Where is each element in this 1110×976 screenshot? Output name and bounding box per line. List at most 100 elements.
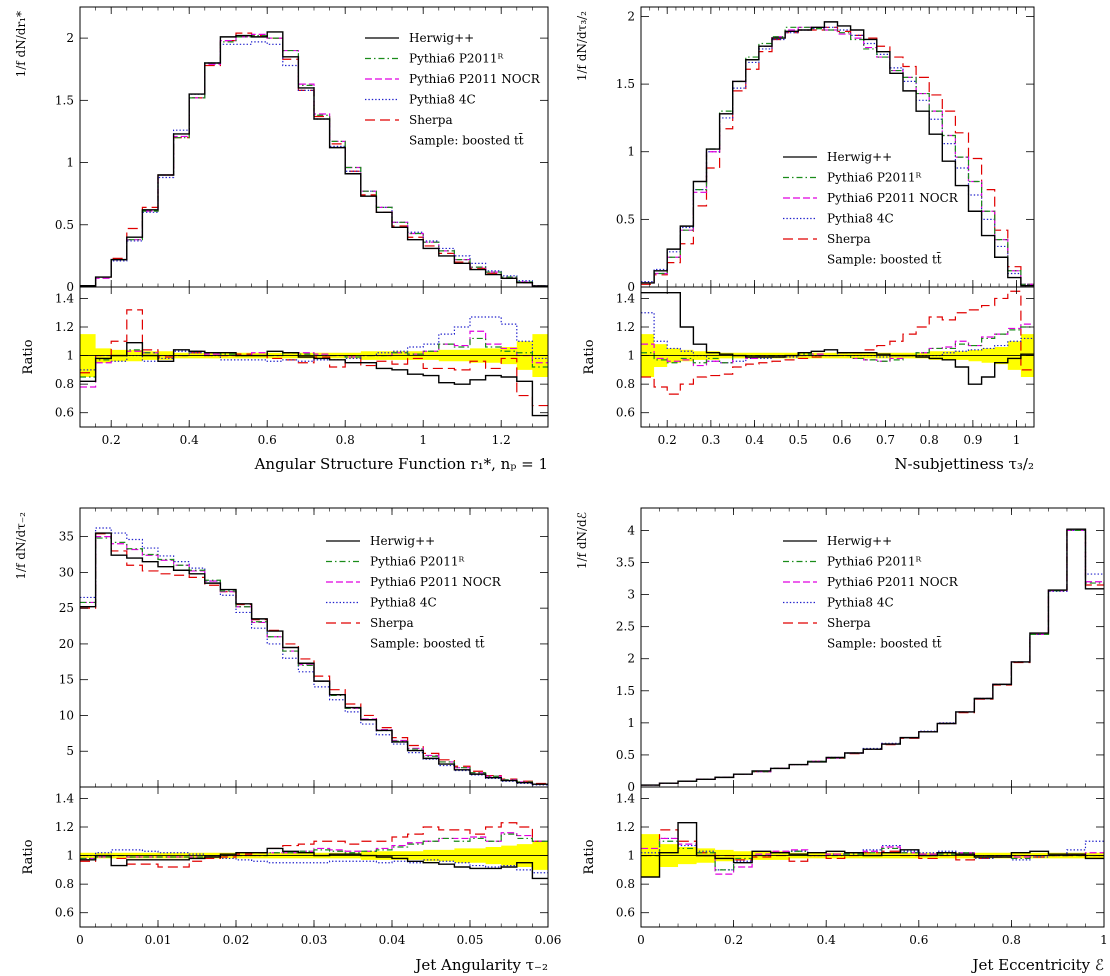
ratio-y-tick-label: 0.8: [616, 377, 635, 391]
ratio-frame: [640, 286, 1035, 428]
y-tick-label: 25: [59, 601, 74, 615]
y-tick-label: 2: [627, 652, 635, 666]
ratio-herwig-: [80, 342, 548, 417]
x-tick-label: 0: [637, 933, 645, 947]
y-axis-label: 1/f dN/dτ₋₂: [14, 512, 28, 580]
ratio-y-tick-label: 0.6: [616, 906, 635, 920]
y-tick-label: 20: [59, 637, 74, 651]
x-tick-label: 0.2: [724, 933, 743, 947]
series-pythia6-p2011-: [641, 529, 1104, 786]
legend: Herwig++ Pythia6 P2011ᴿ Pythia6 P2011 NOCR…: [326, 534, 502, 651]
ratio-herwig-: [641, 292, 1034, 385]
x-axis-label: Jet Angularity τ₋₂: [413, 956, 548, 974]
legend-label: Herwig++: [370, 534, 435, 548]
y-tick-label: 0: [627, 780, 635, 794]
y-tick-label: 15: [59, 673, 74, 687]
ratio-y-tick-label: 1.4: [616, 291, 635, 305]
y-tick-label: 0.5: [616, 748, 635, 762]
panel-3: 0 0.01 0.02 0.03 0.04 0.05 0.06 5 10 15 20 25 30 35 0.…: [14, 507, 562, 974]
x-tick-label: 0.6: [258, 433, 277, 447]
y-tick-label: 1: [627, 716, 635, 730]
x-tick-label: 0.01: [145, 933, 172, 947]
y-tick-label: 1.5: [616, 77, 635, 91]
x-tick-label: 0.8: [1002, 933, 1021, 947]
ratio-y-tick-label: 0.6: [55, 406, 74, 420]
ratio-y-tick-label: 1: [66, 849, 74, 863]
series-sherpa: [80, 533, 548, 785]
x-tick-label: 0.4: [817, 933, 836, 947]
y-tick-label: 1: [627, 145, 635, 159]
ratio-y-tick-label: 1.2: [55, 820, 74, 834]
ratio-axis-label: Ratio: [21, 839, 36, 874]
legend: Herwig++ Pythia6 P2011ᴿ Pythia6 P2011 NOCR…: [783, 534, 959, 651]
series-pythia8-4c: [641, 529, 1104, 786]
legend-label: Sherpa: [409, 113, 453, 127]
y-tick-label: 4: [627, 523, 635, 537]
y-tick-label: 10: [59, 708, 74, 722]
x-tick-label: 0.9: [963, 433, 982, 447]
x-tick-label: 0.06: [535, 933, 562, 947]
x-tick-label: 0.03: [301, 933, 328, 947]
y-tick-label: 30: [59, 565, 74, 579]
legend-label: Sherpa: [827, 232, 871, 246]
x-axis-label: Angular Structure Function r₁*, nₚ = 1: [254, 455, 548, 473]
ratio-y-tick-label: 1: [66, 349, 74, 363]
ratio-y-tick-label: 0.6: [616, 406, 635, 420]
x-axis-label: Jet Eccentricity ℰ: [970, 956, 1104, 974]
series-pythia8-4c: [80, 527, 548, 786]
x-tick-label: 0.4: [180, 433, 199, 447]
y-tick-label: 2: [66, 31, 74, 45]
series-herwig-: [80, 31, 548, 287]
legend-label: Herwig++: [409, 31, 474, 45]
series-herwig-: [641, 21, 1034, 287]
x-tick-label: 0: [76, 933, 84, 947]
x-tick-label: 0.7: [876, 433, 895, 447]
ratio-pythia6-p2011-: [80, 833, 548, 860]
x-tick-label: 0.2: [102, 433, 121, 447]
y-tick-label: 1: [66, 156, 74, 170]
ratio-axis-label: Ratio: [21, 339, 36, 374]
y-axis-label: 1/f dN/dr₁*: [14, 11, 28, 77]
ratio-pythia8-4c: [641, 837, 1104, 871]
x-axis-label: N-subjettiness τ₃/₂: [894, 455, 1034, 473]
ratio-herwig-: [641, 822, 1104, 878]
legend-label: Pythia8 4C: [409, 93, 476, 107]
sample-label: Sample: boosted tt̄: [827, 635, 942, 651]
x-tick-label: 0.3: [701, 433, 720, 447]
legend: Herwig++ Pythia6 P2011ᴿ Pythia6 P2011 NOCR…: [365, 31, 541, 148]
x-tick-label: 0.4: [745, 433, 764, 447]
ratio-pythia8-4c: [80, 849, 548, 874]
ratio-y-tick-label: 1: [627, 849, 635, 863]
x-tick-label: 0.6: [909, 933, 928, 947]
series-pythia6-p2011-: [80, 35, 548, 287]
x-tick-label: 1: [1013, 433, 1021, 447]
y-axis-label: 1/f dN/dℰ: [575, 512, 589, 569]
series-pythia6-p2011-nocr: [641, 529, 1104, 786]
ratio-axis-label: Ratio: [582, 839, 597, 874]
sample-label: Sample: boosted tt̄: [409, 132, 524, 148]
legend: Herwig++ Pythia6 P2011ᴿ Pythia6 P2011 NOCR…: [783, 150, 959, 267]
ratio-y-tick-label: 0.8: [55, 877, 74, 891]
x-tick-label: 0.05: [457, 933, 484, 947]
ratio-sherpa: [641, 290, 1034, 395]
legend-label: Herwig++: [827, 534, 892, 548]
x-tick-label: 1: [1100, 933, 1108, 947]
y-tick-label: 5: [66, 744, 74, 758]
ratio-y-tick-label: 1.4: [616, 791, 635, 805]
x-tick-label: 0.5: [789, 433, 808, 447]
legend-label: Sherpa: [370, 616, 414, 630]
sample-label: Sample: boosted tt̄: [370, 635, 485, 651]
sample-label: Sample: boosted tt̄: [827, 251, 942, 267]
y-tick-label: 0: [627, 280, 635, 294]
legend-label: Pythia6 P2011 NOCR: [409, 72, 541, 86]
legend-label: Pythia6 P2011ᴿ: [409, 52, 503, 66]
ratio-y-tick-label: 0.6: [55, 906, 74, 920]
ratio-y-tick-label: 1.2: [55, 320, 74, 334]
series-herwig-: [641, 528, 1104, 786]
series-sherpa: [641, 529, 1104, 786]
legend-label: Pythia8 4C: [370, 596, 437, 610]
x-tick-label: 0.2: [658, 433, 677, 447]
x-tick-label: 1: [419, 433, 427, 447]
y-tick-label: 2.5: [616, 620, 635, 634]
ratio-y-tick-label: 1.4: [55, 291, 74, 305]
